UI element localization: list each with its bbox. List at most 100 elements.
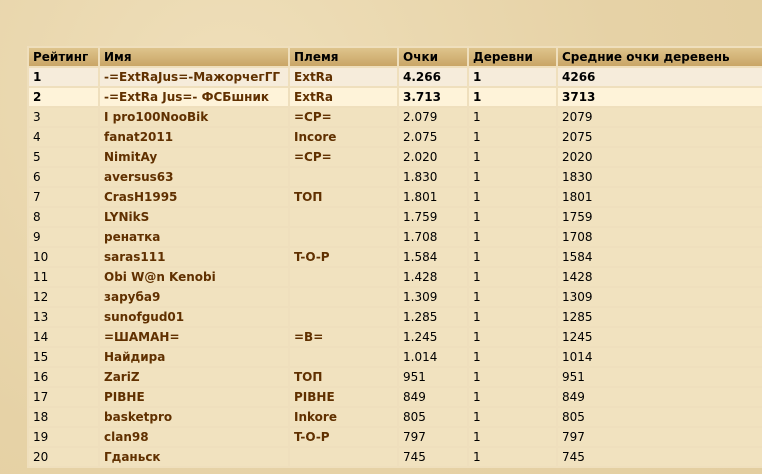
player-name-cell: aversus63 <box>100 168 288 186</box>
player-name-link[interactable]: Найдира <box>104 350 166 364</box>
tribe-cell <box>290 288 397 306</box>
table-row: 20 Гданьск 745 1 745 <box>29 448 762 466</box>
player-name-link[interactable]: Obi W@n Kenobi <box>104 270 216 284</box>
tribe-link[interactable]: ТОП <box>294 370 323 384</box>
tribe-cell <box>290 348 397 366</box>
header-name[interactable]: Имя <box>100 48 288 66</box>
player-name-link[interactable]: I pro100NooBik <box>104 110 209 124</box>
player-name-link[interactable]: Гданьск <box>104 450 161 464</box>
player-name-cell: NimitAy <box>100 148 288 166</box>
rank-cell: 9 <box>29 228 98 246</box>
villages-cell: 1 <box>469 368 556 386</box>
tribe-link[interactable]: ExtRa <box>294 90 334 104</box>
tribe-cell <box>290 228 397 246</box>
table-row: 10 saras111 T-O-P 1.584 1 1584 <box>29 248 762 266</box>
rank-cell: 18 <box>29 408 98 426</box>
player-name-link[interactable]: basketpro <box>104 410 173 424</box>
player-name-link[interactable]: =ШАМАН= <box>104 330 180 344</box>
villages-cell: 1 <box>469 268 556 286</box>
avg-points-cell: 1801 <box>558 188 762 206</box>
tribe-cell: =CP= <box>290 148 397 166</box>
villages-cell: 1 <box>469 68 556 86</box>
player-name-cell: PIBHE <box>100 388 288 406</box>
avg-points-cell: 2079 <box>558 108 762 126</box>
player-name-cell: I pro100NooBik <box>100 108 288 126</box>
tribe-link[interactable]: PIBHE <box>294 390 335 404</box>
player-name-cell: Obi W@n Kenobi <box>100 268 288 286</box>
header-villages[interactable]: Деревни <box>469 48 556 66</box>
player-name-link[interactable]: ренатка <box>104 230 161 244</box>
rank-cell: 3 <box>29 108 98 126</box>
tribe-link[interactable]: T-O-P <box>294 430 330 444</box>
table-row: 9 ренатка 1.708 1 1708 <box>29 228 762 246</box>
points-cell: 745 <box>399 448 467 466</box>
player-name-link[interactable]: PIBHE <box>104 390 145 404</box>
player-name-link[interactable]: fanat2011 <box>104 130 174 144</box>
tribe-link[interactable]: ExtRa <box>294 70 334 84</box>
tribe-cell <box>290 208 397 226</box>
table-row: 2 -=ExtRa Jus=- ФСБшник ExtRa 3.713 1 3713 <box>29 88 762 106</box>
table-row: 17 PIBHE PIBHE 849 1 849 <box>29 388 762 406</box>
points-cell: 1.830 <box>399 168 467 186</box>
villages-cell: 1 <box>469 348 556 366</box>
tribe-cell <box>290 308 397 326</box>
player-name-cell: clan98 <box>100 428 288 446</box>
tribe-cell: =B= <box>290 328 397 346</box>
villages-cell: 1 <box>469 308 556 326</box>
player-name-link[interactable]: -=ExtRaJus=-МажорчегГГ <box>104 70 280 84</box>
points-cell: 1.285 <box>399 308 467 326</box>
player-name-link[interactable]: заруба9 <box>104 290 161 304</box>
villages-cell: 1 <box>469 228 556 246</box>
tribe-link[interactable]: ТОП <box>294 190 323 204</box>
avg-points-cell: 1584 <box>558 248 762 266</box>
avg-points-cell: 2020 <box>558 148 762 166</box>
player-name-cell: -=ExtRaJus=-МажорчегГГ <box>100 68 288 86</box>
avg-points-cell: 1428 <box>558 268 762 286</box>
avg-points-cell: 1309 <box>558 288 762 306</box>
points-cell: 1.584 <box>399 248 467 266</box>
table-row: 7 CrasH1995 ТОП 1.801 1 1801 <box>29 188 762 206</box>
avg-points-cell: 951 <box>558 368 762 386</box>
header-avg-points[interactable]: Средние очки деревень <box>558 48 762 66</box>
player-name-link[interactable]: CrasH1995 <box>104 190 178 204</box>
header-tribe[interactable]: Племя <box>290 48 397 66</box>
tribe-link[interactable]: Inkore <box>294 410 337 424</box>
tribe-link[interactable]: =CP= <box>294 150 332 164</box>
player-name-link[interactable]: NimitAy <box>104 150 158 164</box>
table-row: 14 =ШАМАН= =B= 1.245 1 1245 <box>29 328 762 346</box>
tribe-link[interactable]: =B= <box>294 330 324 344</box>
table-row: 8 LYNikS 1.759 1 1759 <box>29 208 762 226</box>
player-name-cell: ZariZ <box>100 368 288 386</box>
rank-cell: 14 <box>29 328 98 346</box>
villages-cell: 1 <box>469 128 556 146</box>
player-name-link[interactable]: aversus63 <box>104 170 174 184</box>
tribe-link[interactable]: Incore <box>294 130 337 144</box>
player-name-link[interactable]: clan98 <box>104 430 149 444</box>
header-points[interactable]: Очки <box>399 48 467 66</box>
tribe-link[interactable]: =CP= <box>294 110 332 124</box>
player-name-cell: LYNikS <box>100 208 288 226</box>
rank-cell: 4 <box>29 128 98 146</box>
table-header-row: Рейтинг Имя Племя Очки Деревни Средние о… <box>29 48 762 66</box>
player-name-link[interactable]: -=ExtRa Jus=- ФСБшник <box>104 90 270 104</box>
header-rank[interactable]: Рейтинг <box>29 48 98 66</box>
tribe-cell: =CP= <box>290 108 397 126</box>
player-name-link[interactable]: sunofgud01 <box>104 310 185 324</box>
player-name-link[interactable]: ZariZ <box>104 370 140 384</box>
table-row: 5 NimitAy =CP= 2.020 1 2020 <box>29 148 762 166</box>
villages-cell: 1 <box>469 248 556 266</box>
tribe-link[interactable]: T-O-P <box>294 250 330 264</box>
rank-cell: 7 <box>29 188 98 206</box>
player-name-link[interactable]: LYNikS <box>104 210 150 224</box>
player-name-link[interactable]: saras111 <box>104 250 166 264</box>
avg-points-cell: 2075 <box>558 128 762 146</box>
points-cell: 1.245 <box>399 328 467 346</box>
table-row: 11 Obi W@n Kenobi 1.428 1 1428 <box>29 268 762 286</box>
player-name-cell: заруба9 <box>100 288 288 306</box>
villages-cell: 1 <box>469 288 556 306</box>
tribe-cell <box>290 268 397 286</box>
player-name-cell: ренатка <box>100 228 288 246</box>
rank-cell: 12 <box>29 288 98 306</box>
tribe-cell: Incore <box>290 128 397 146</box>
avg-points-cell: 3713 <box>558 88 762 106</box>
